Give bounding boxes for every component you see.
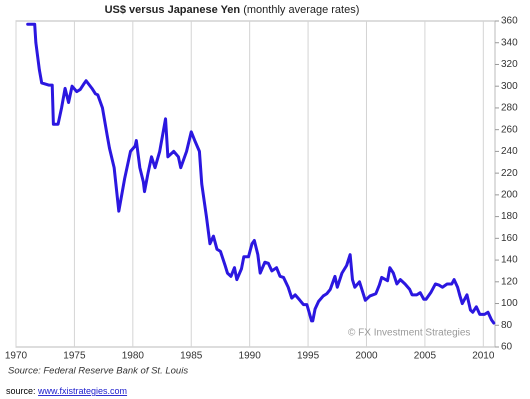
footer-label: source: (6, 386, 36, 396)
data-line (26, 22, 496, 325)
y-tick-label: 120 (501, 276, 518, 287)
x-tick-label: 1980 (122, 351, 145, 362)
x-tick-label: 2005 (414, 351, 437, 362)
title-main: US$ versus Japanese Yen (105, 4, 241, 16)
footer-link[interactable]: www.fxistrategies.com (37, 386, 127, 396)
source-note: Source: Federal Reserve Bank of St. Loui… (8, 366, 188, 377)
y-tick-label: 320 (501, 59, 518, 70)
plot-area (15, 20, 496, 348)
title-sub: (monthly average rates) (243, 4, 359, 16)
x-tick-label: 1975 (63, 351, 86, 362)
y-tick-label: 340 (501, 37, 518, 48)
y-tick-label: 260 (501, 124, 518, 135)
watermark: © FX Investment Strategies (348, 328, 470, 339)
y-tick-label: 80 (501, 320, 513, 331)
y-tick-label: 160 (501, 233, 518, 244)
y-tick-label: 200 (501, 190, 518, 201)
y-tick-label: 360 (501, 16, 518, 27)
x-tick-label: 2010 (472, 351, 495, 362)
x-tick-label: 1970 (5, 351, 28, 362)
x-tick-label: 1995 (297, 351, 320, 362)
chart-title: US$ versus Japanese Yen (monthly average… (105, 4, 360, 16)
x-tick-label: 1985 (180, 351, 203, 362)
y-tick-label: 100 (501, 298, 518, 309)
y-tick-label: 300 (501, 81, 518, 92)
x-tick-label: 1990 (239, 351, 262, 362)
x-tick-label: 2000 (355, 351, 378, 362)
y-tick-label: 220 (501, 168, 518, 179)
footer: source: www.fxistrategies.com (6, 386, 127, 396)
y-tick-label: 280 (501, 103, 518, 114)
y-tick-label: 140 (501, 255, 518, 266)
y-tick-label: 240 (501, 146, 518, 157)
y-tick-label: 60 (501, 342, 513, 353)
y-tick-label: 180 (501, 211, 518, 222)
